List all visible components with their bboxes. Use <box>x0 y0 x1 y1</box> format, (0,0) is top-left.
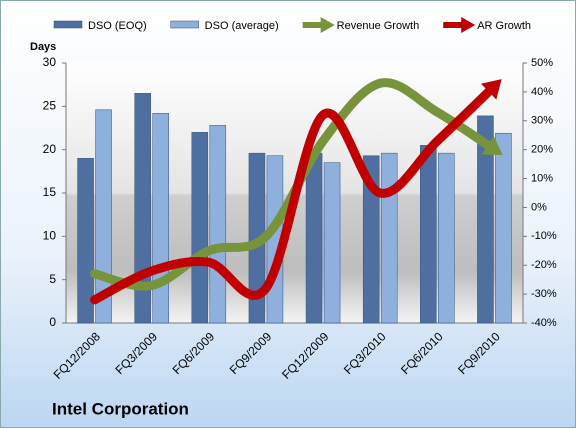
y2-tick-label: 40% <box>531 86 553 98</box>
y-tick-label: 15 <box>43 185 57 199</box>
legend-swatch <box>53 20 83 29</box>
legend-swatch <box>461 17 476 33</box>
y-tick-label: 10 <box>43 229 57 243</box>
y2-tick-label: -30% <box>531 288 557 300</box>
y-tick-label: 20 <box>43 142 57 156</box>
y2-tick-label: 50% <box>531 57 553 69</box>
bar <box>209 125 227 324</box>
line-series <box>90 81 499 305</box>
bar <box>438 152 455 324</box>
y2-tick-label: 30% <box>531 115 553 127</box>
y-tick-label: 5 <box>49 272 56 286</box>
chart-title: Intel Corporation <box>52 399 189 418</box>
arrow-head <box>481 136 503 156</box>
y2-tick-label: -10% <box>531 230 557 242</box>
bar <box>477 115 494 324</box>
bar <box>152 113 169 324</box>
y2-tick-label: -20% <box>531 259 557 271</box>
legend-label: DSO (average) <box>205 20 279 32</box>
bar <box>95 109 112 324</box>
legend-label: DSO (EOQ) <box>88 20 147 32</box>
legend: DSO (EOQ) DSO (average) Revenue Growth AR G… <box>53 17 531 33</box>
bar <box>380 152 398 324</box>
bar <box>191 132 209 324</box>
bar <box>134 93 151 324</box>
y-tick-label: 0 <box>49 315 56 329</box>
y2-tick-label: 20% <box>531 144 553 156</box>
bar <box>420 145 437 324</box>
legend-label: AR Growth <box>477 20 531 32</box>
bar <box>362 155 380 324</box>
bar <box>495 132 512 324</box>
y-tick-label: 25 <box>43 99 57 113</box>
arrow-head <box>481 79 502 100</box>
legend-swatch <box>170 20 199 29</box>
y2-tick-label: 0% <box>531 201 547 213</box>
legend-swatch <box>320 17 335 33</box>
y2-tick-label: 10% <box>531 172 553 184</box>
y-tick-label: 30 <box>43 55 57 69</box>
bar <box>77 158 94 324</box>
bar <box>305 152 323 324</box>
y-axis-label: Days <box>30 41 56 53</box>
bar <box>323 162 341 324</box>
y2-tick-label: -40% <box>531 317 557 329</box>
legend-label: Revenue Growth <box>337 20 420 32</box>
